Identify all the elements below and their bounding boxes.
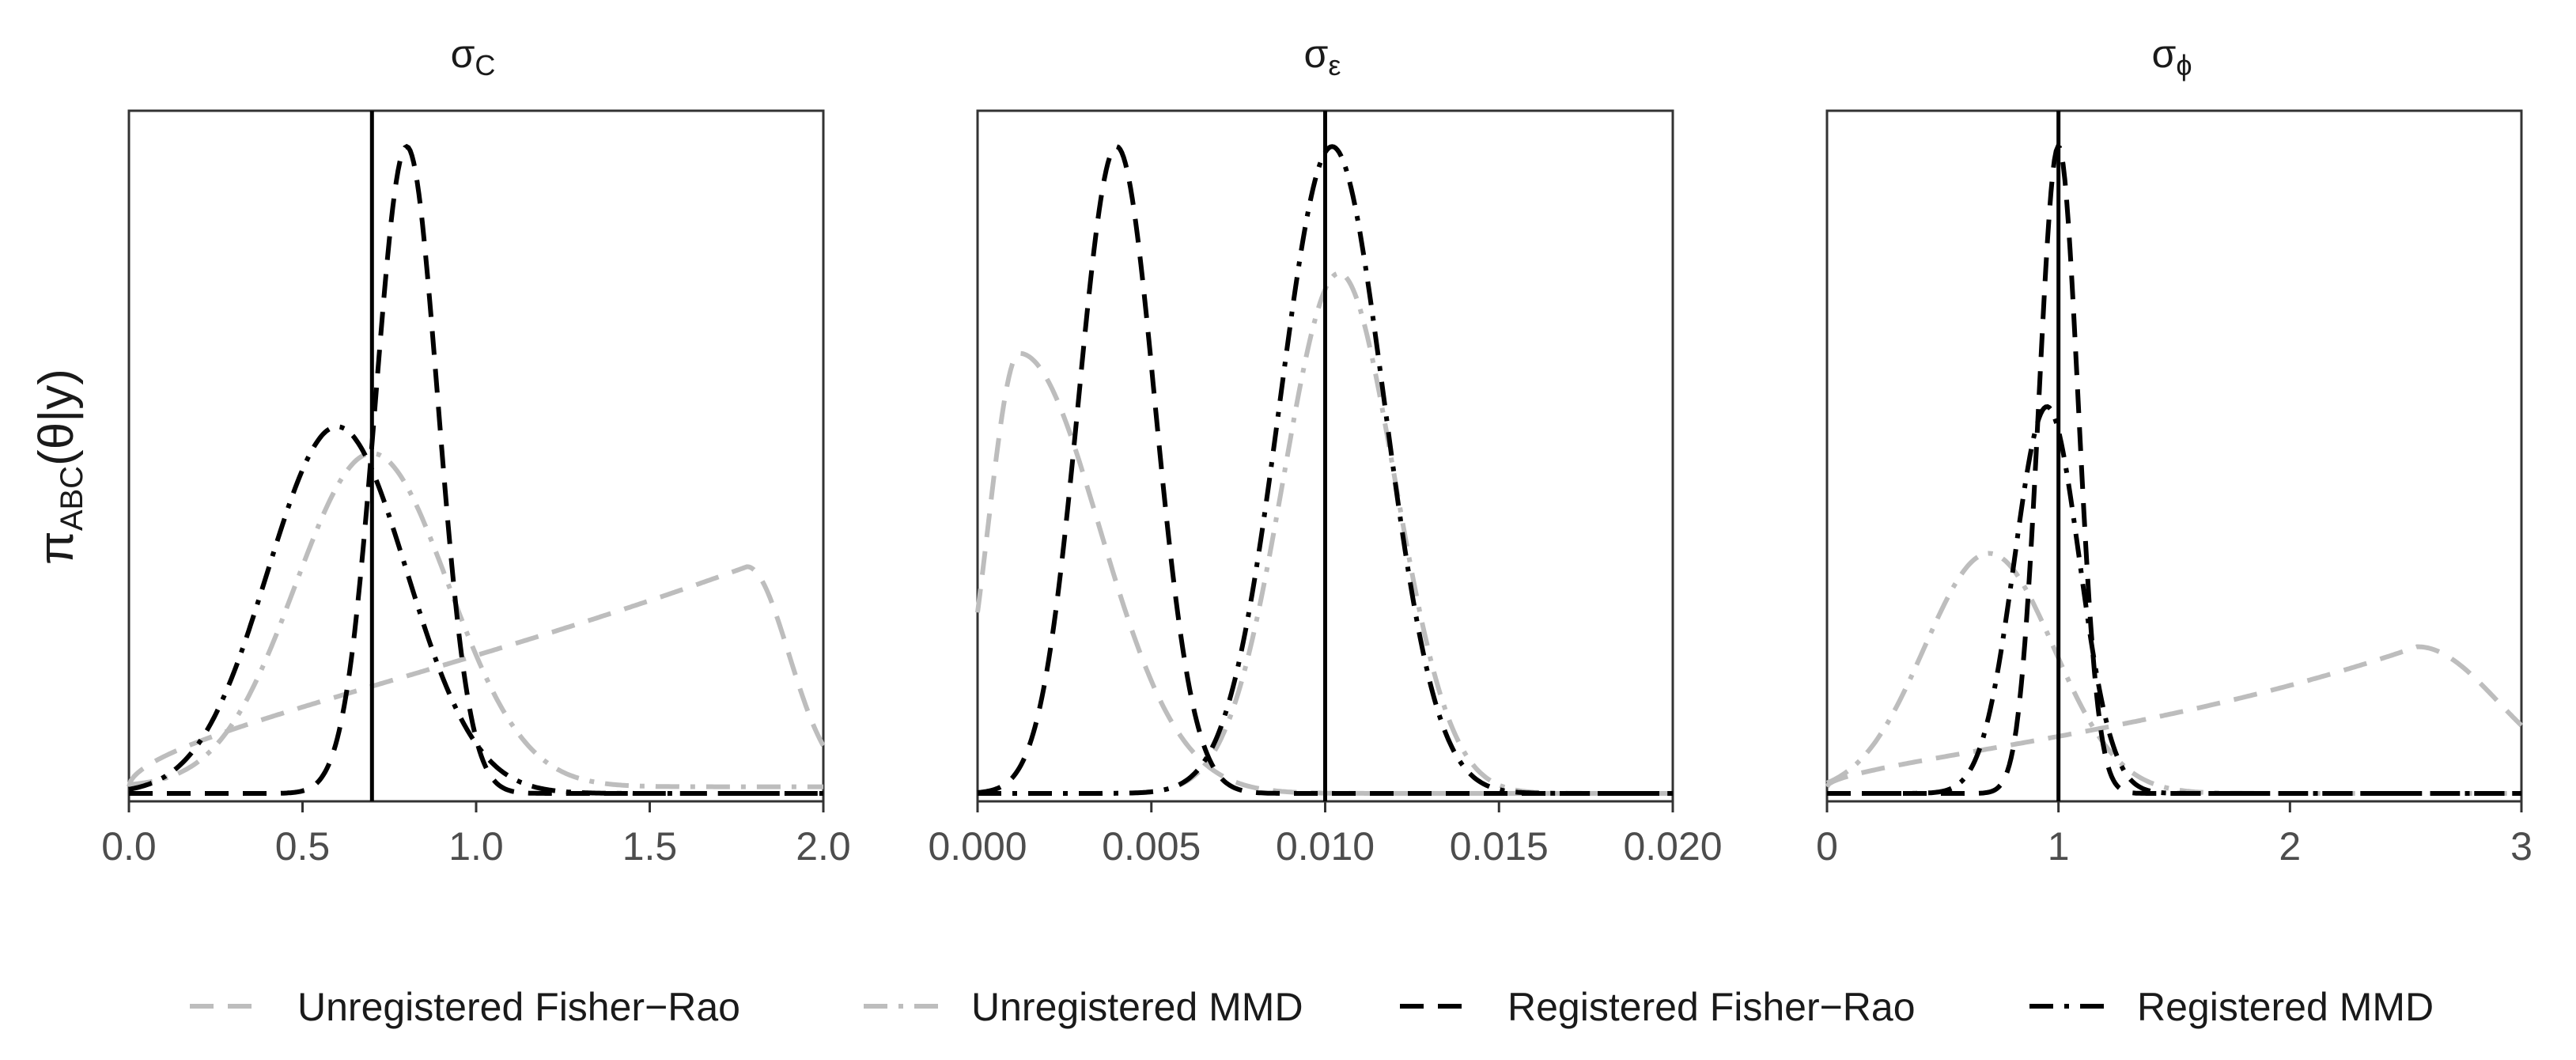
- series-line-unregistered-fisher-rao: [1825, 644, 2524, 789]
- x-tick-label-2: 1.0: [448, 824, 504, 869]
- legend-label-registered-mmd: Registered MMD: [2137, 985, 2434, 1029]
- series-line-registered-fisher-rao: [1827, 143, 2521, 796]
- x-tick-label-4: 0.020: [1623, 824, 1722, 869]
- y-axis-label: πABC(θ|y): [29, 369, 89, 565]
- panel-sigma-phi: σϕ 0 1 2 3: [1816, 32, 2532, 869]
- x-tick-label-3: 3: [2510, 824, 2532, 869]
- panel-frame: [127, 109, 825, 803]
- x-ticks: 0.000 0.005 0.010 0.015 0.020: [928, 801, 1723, 869]
- series-line-registered-mmd: [1827, 403, 2521, 796]
- x-tick-label-2: 0.010: [1276, 824, 1375, 869]
- y-axis-label-rest: (θ|y): [29, 369, 84, 466]
- panel-title-sub: C: [475, 49, 495, 81]
- series-line-unregistered-mmd: [128, 451, 823, 789]
- series-line-registered-fisher-rao: [977, 144, 1673, 796]
- panel-title-sub: ϕ: [2176, 49, 2192, 81]
- series-line-registered-mmd: [128, 424, 823, 796]
- series-line-unregistered-mmd: [1825, 551, 2521, 796]
- x-tick-label-0: 0.000: [928, 824, 1027, 869]
- panel-sigma-epsilon: σε 0.000 0.005 0.010 0.015 0.020: [928, 32, 1722, 869]
- x-tick-label-1: 0.005: [1102, 824, 1201, 869]
- legend-label-unregistered-mmd: Unregistered MMD: [971, 985, 1303, 1029]
- series-line-registered-fisher-rao: [129, 143, 823, 796]
- x-tick-label-3: 0.015: [1450, 824, 1549, 869]
- panel-title-sigma-c: σC: [451, 32, 496, 81]
- panel-title-main: σ: [2151, 32, 2176, 76]
- x-tick-label-1: 0.5: [275, 824, 331, 869]
- x-tick-label-2: 2: [2279, 824, 2301, 869]
- panel-title-sub: ε: [1328, 49, 1341, 81]
- x-tick-label-0: 0: [1816, 824, 1838, 869]
- curves: [1825, 143, 2524, 796]
- y-axis-label-main: π: [29, 531, 84, 565]
- series-line-unregistered-fisher-rao: [127, 564, 826, 788]
- x-tick-label-1: 1: [2048, 824, 2070, 869]
- curves: [127, 143, 826, 796]
- panel-title-main: σ: [1304, 32, 1329, 76]
- x-tick-label-4: 2.0: [796, 824, 851, 869]
- panel-title-sigma-phi: σϕ: [2151, 32, 2192, 81]
- y-axis-label-sub: ABC: [55, 466, 89, 531]
- x-ticks: 0.0 0.5 1.0 1.5 2.0: [101, 801, 851, 869]
- legend-label-registered-fisher-rao: Registered Fisher−Rao: [1507, 985, 1916, 1029]
- x-tick-label-0: 0.0: [101, 824, 157, 869]
- legend: Unregistered Fisher−Rao Unregistered MMD…: [190, 985, 2434, 1029]
- x-tick-label-3: 1.5: [622, 824, 678, 869]
- x-ticks: 0 1 2 3: [1816, 801, 2532, 869]
- panel-frame: [1825, 109, 2523, 803]
- panel-title-sigma-epsilon: σε: [1304, 32, 1341, 81]
- panel-title-main: σ: [451, 32, 475, 76]
- legend-label-unregistered-fisher-rao: Unregistered Fisher−Rao: [297, 985, 740, 1029]
- panel-sigma-c: σC 0.0 0.5 1.0 1.5 2.0: [101, 32, 851, 869]
